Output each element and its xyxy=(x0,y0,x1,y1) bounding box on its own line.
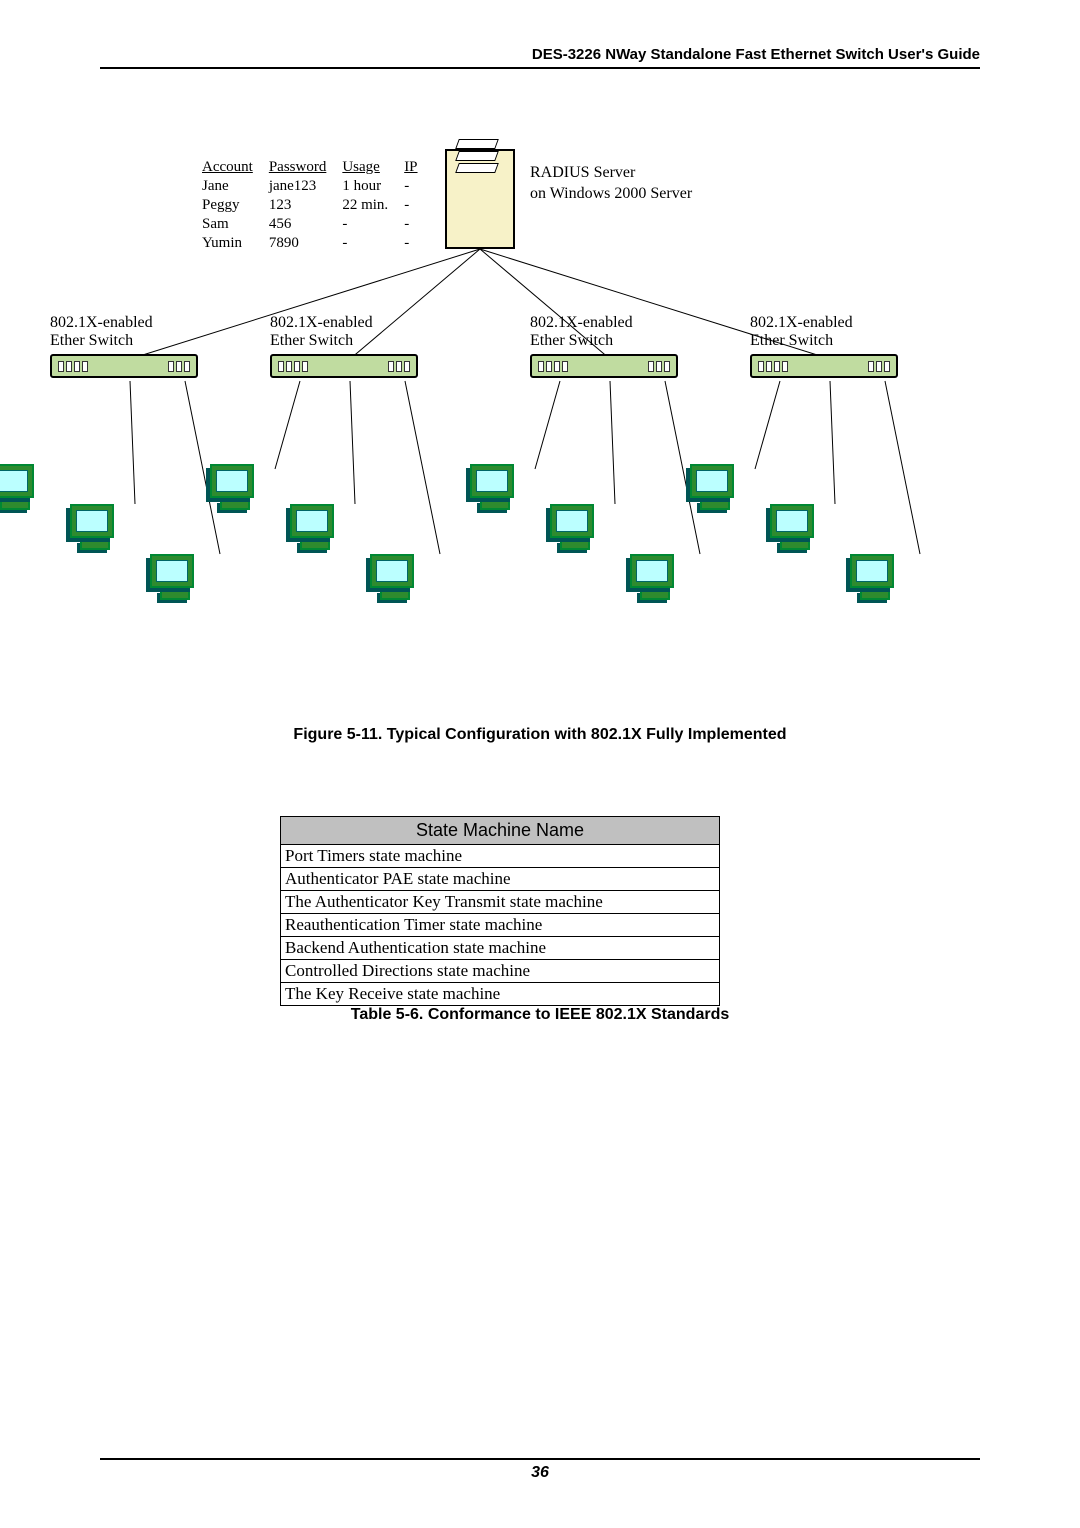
state-table-header: State Machine Name xyxy=(281,817,720,845)
state-row: Backend Authentication state machine xyxy=(281,937,720,960)
running-header: DES-3226 NWay Standalone Fast Ethernet S… xyxy=(100,46,980,69)
state-row: Authenticator PAE state machine xyxy=(281,868,720,891)
switch-label: 802.1X-enabledEther Switch xyxy=(530,314,633,351)
pc-icon xyxy=(470,464,520,516)
col-header: IP xyxy=(404,159,431,176)
table-caption: Table 5-6. Conformance to IEEE 802.1X St… xyxy=(100,1006,980,1024)
figure-caption: Figure 5-11. Typical Configuration with … xyxy=(100,726,980,744)
pc-icon xyxy=(210,464,260,516)
state-row: Port Timers state machine xyxy=(281,845,720,868)
server-pages-icon xyxy=(457,139,497,175)
server-label-1: RADIUS Server xyxy=(530,164,635,181)
state-row: The Authenticator Key Transmit state mac… xyxy=(281,891,720,914)
pc-icon xyxy=(630,554,680,606)
state-row: Controlled Directions state machine xyxy=(281,960,720,983)
page-number: 36 xyxy=(531,1464,549,1481)
switch-label: 802.1X-enabledEther Switch xyxy=(50,314,153,351)
ether-switch-icon xyxy=(530,354,678,378)
switch-label: 802.1X-enabledEther Switch xyxy=(750,314,853,351)
server-icon xyxy=(445,149,515,249)
col-header: Password xyxy=(269,159,341,176)
pc-icon xyxy=(550,504,600,556)
state-row: Reauthentication Timer state machine xyxy=(281,914,720,937)
pc-icon xyxy=(850,554,900,606)
pc-icon xyxy=(0,464,40,516)
pc-icon xyxy=(370,554,420,606)
accounts-table: Account Password Usage IP Janejane1231 h… xyxy=(200,157,434,254)
pc-icon xyxy=(690,464,740,516)
pc-icon xyxy=(70,504,120,556)
state-machine-table: State Machine Name Port Timers state mac… xyxy=(280,816,720,1006)
ether-switch-icon xyxy=(50,354,198,378)
switch-label: 802.1X-enabledEther Switch xyxy=(270,314,373,351)
col-header: Account xyxy=(202,159,267,176)
pc-icon xyxy=(770,504,820,556)
server-label-2: on Windows 2000 Server xyxy=(530,185,692,202)
col-header: Usage xyxy=(342,159,402,176)
state-row: The Key Receive state machine xyxy=(281,983,720,1006)
document-page: DES-3226 NWay Standalone Fast Ethernet S… xyxy=(100,46,980,1482)
pc-icon xyxy=(290,504,340,556)
network-diagram: Account Password Usage IP Janejane1231 h… xyxy=(100,149,980,649)
page-footer: 36 xyxy=(100,1458,980,1482)
pc-icon xyxy=(150,554,200,606)
server-label: RADIUS Server on Windows 2000 Server xyxy=(530,163,692,205)
ether-switch-icon xyxy=(750,354,898,378)
ether-switch-icon xyxy=(270,354,418,378)
